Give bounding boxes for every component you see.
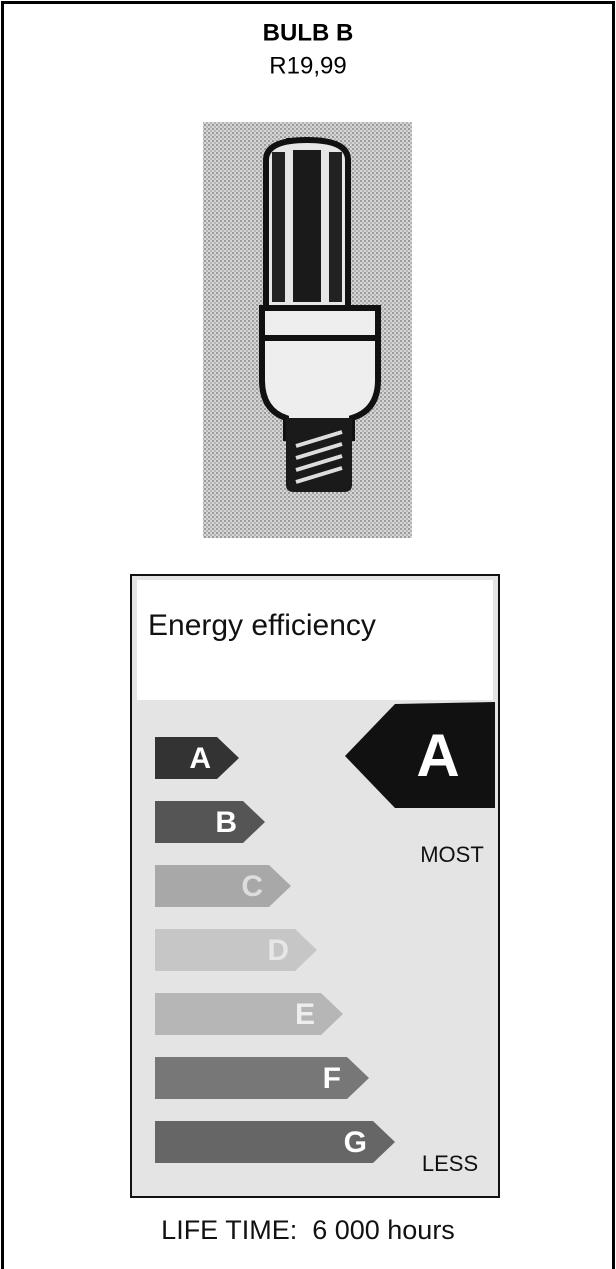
grade-letter: F: [323, 1062, 341, 1095]
less-label: LESS: [422, 1151, 478, 1176]
grade-arrow: [155, 865, 291, 907]
grade-letter: B: [215, 806, 237, 839]
grade-letter: G: [344, 1126, 367, 1159]
grade-letter: C: [241, 870, 263, 903]
product-title: BULB B: [263, 19, 354, 46]
bulb-illustration: [203, 122, 412, 538]
grade-letter: D: [267, 934, 289, 967]
grade-arrow: [155, 801, 265, 843]
product-card: BULB B R19,99 Energy efficiency A MOST L…: [0, 0, 616, 1269]
grade-arrow: [155, 929, 317, 971]
energy-label-title: Energy efficiency: [148, 609, 376, 642]
life-time: LIFE TIME: 6 000 hours: [161, 1215, 455, 1245]
grade-letter: E: [295, 998, 315, 1031]
most-label: MOST: [420, 842, 484, 867]
rating-letter: A: [416, 722, 459, 789]
page: BULB B R19,99 Energy efficiency A MOST L…: [0, 0, 616, 1269]
product-price: R19,99: [269, 52, 346, 79]
grade-letter: A: [189, 742, 211, 775]
